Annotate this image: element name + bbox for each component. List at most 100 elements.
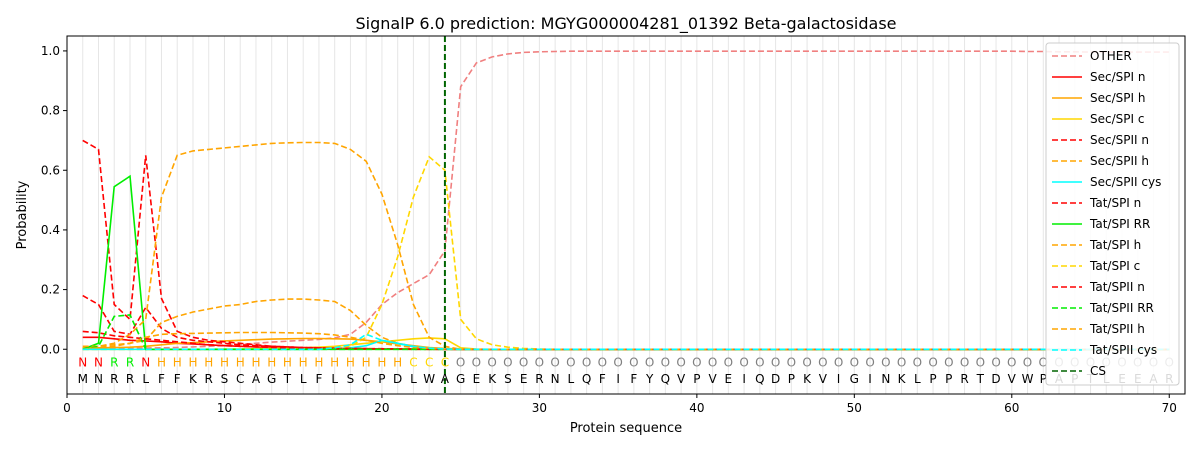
region-label: H xyxy=(236,356,245,370)
residue-label: N xyxy=(881,372,890,386)
residue-label: E xyxy=(520,372,528,386)
legend-label-12: Tat/SPII RR xyxy=(1089,301,1154,315)
region-label: C xyxy=(409,356,417,370)
residue-label: P xyxy=(1040,372,1047,386)
legend-box xyxy=(1045,42,1180,386)
residue-label: K xyxy=(488,372,497,386)
residue-label: N xyxy=(94,372,103,386)
residue-label: S xyxy=(347,372,355,386)
region-label: O xyxy=(724,356,733,370)
region-label: O xyxy=(613,356,622,370)
residue-label: I xyxy=(837,372,841,386)
y-tick-label: 0.2 xyxy=(41,283,60,297)
series-line-0 xyxy=(82,50,1170,350)
region-label: O xyxy=(456,356,465,370)
residue-label: L xyxy=(142,372,149,386)
region-label: R xyxy=(126,356,134,370)
residue-label: E xyxy=(725,372,733,386)
residue-label: D xyxy=(393,372,402,386)
residue-label: R xyxy=(205,372,213,386)
region-label: O xyxy=(802,356,811,370)
residue-label: E xyxy=(473,372,481,386)
residue-label: L xyxy=(410,372,417,386)
region-label: O xyxy=(708,356,717,370)
legend-label-0: OTHER xyxy=(1090,49,1132,63)
region-label: H xyxy=(188,356,197,370)
grid-lines xyxy=(82,36,1170,394)
region-label: C xyxy=(425,356,433,370)
region-label: H xyxy=(346,356,355,370)
residue-label: S xyxy=(504,372,512,386)
residue-label: Q xyxy=(661,372,670,386)
residue-label: N xyxy=(551,372,560,386)
legend-label-3: Sec/SPI c xyxy=(1090,112,1144,126)
region-label: H xyxy=(267,356,276,370)
residue-label: S xyxy=(221,372,229,386)
region-label: O xyxy=(881,356,890,370)
region-label: O xyxy=(676,356,685,370)
residue-label: R xyxy=(110,372,118,386)
region-label: O xyxy=(535,356,544,370)
residue-label: D xyxy=(991,372,1000,386)
y-tick-label: 0.6 xyxy=(41,163,60,177)
region-label: C xyxy=(441,356,449,370)
residue-label: V xyxy=(1008,372,1017,386)
region-label: O xyxy=(897,356,906,370)
residue-label: A xyxy=(441,372,450,386)
legend-label-8: Tat/SPI RR xyxy=(1089,217,1150,231)
residue-label: Q xyxy=(755,372,764,386)
region-label: H xyxy=(393,356,402,370)
residue-label: L xyxy=(568,372,575,386)
region-label: O xyxy=(472,356,481,370)
region-label: H xyxy=(157,356,166,370)
residue-label: F xyxy=(174,372,181,386)
region-label: O xyxy=(834,356,843,370)
legend-label-15: CS xyxy=(1090,364,1106,378)
region-label: O xyxy=(629,356,638,370)
legend-label-5: Sec/SPII h xyxy=(1090,154,1149,168)
region-label: H xyxy=(220,356,229,370)
region-label: H xyxy=(251,356,260,370)
residue-label: P xyxy=(929,372,936,386)
region-label: O xyxy=(850,356,859,370)
region-label: O xyxy=(550,356,559,370)
region-label: O xyxy=(960,356,969,370)
residue-label: R xyxy=(126,372,134,386)
region-label: O xyxy=(645,356,654,370)
region-label: O xyxy=(582,356,591,370)
plot-frame xyxy=(66,35,1186,395)
residue-label: L xyxy=(914,372,921,386)
region-label: N xyxy=(141,356,150,370)
residue-label: I xyxy=(742,372,746,386)
residue-label: K xyxy=(189,372,198,386)
legend-label-4: Sec/SPII n xyxy=(1090,133,1149,147)
residue-label: I xyxy=(616,372,620,386)
y-axis-label: Probability xyxy=(15,180,30,249)
residue-label: P xyxy=(693,372,700,386)
residue-label: G xyxy=(850,372,859,386)
residue-label: A xyxy=(252,372,261,386)
y-tick-label: 1.0 xyxy=(41,44,60,58)
y-tick-label: 0.4 xyxy=(41,223,60,237)
region-label: O xyxy=(818,356,827,370)
region-label: H xyxy=(377,356,386,370)
residue-label: G xyxy=(456,372,465,386)
residue-label: R xyxy=(535,372,543,386)
legend-label-11: Tat/SPII n xyxy=(1089,280,1145,294)
region-label: H xyxy=(330,356,339,370)
series-lines xyxy=(82,50,1170,351)
residue-label: I xyxy=(868,372,872,386)
residue-label: C xyxy=(236,372,244,386)
residue-label: P xyxy=(378,372,385,386)
region-label: H xyxy=(173,356,182,370)
region-label: O xyxy=(928,356,937,370)
series-line-13 xyxy=(82,331,1170,351)
residue-label: F xyxy=(630,372,637,386)
y-tick-label: 0.8 xyxy=(41,104,60,118)
residue-label: M xyxy=(78,372,88,386)
residue-label: K xyxy=(898,372,907,386)
x-axis-ticks: 0 10 20 30 40 50 60 70 xyxy=(63,394,1177,415)
residue-label: V xyxy=(708,372,717,386)
